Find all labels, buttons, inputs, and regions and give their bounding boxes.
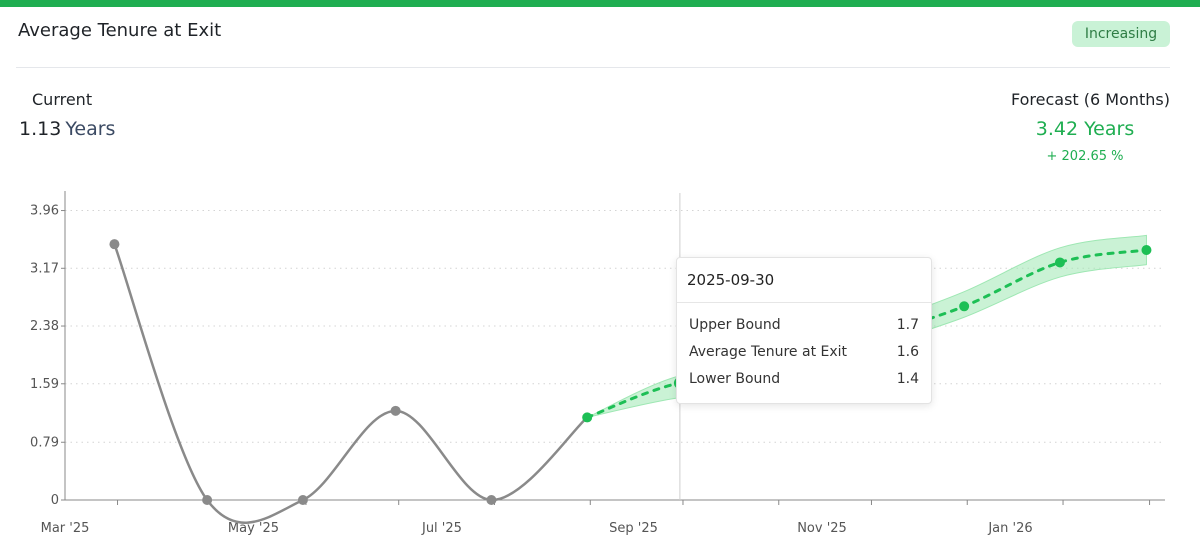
x-tick-label: Jan '26	[987, 521, 1032, 536]
tenure-line-chart[interactable]: 0 0.79 1.59 2.38 3.17 3.96 Mar '25 May '25 Jul '…	[0, 180, 1200, 550]
current-label: Current	[32, 90, 93, 109]
tooltip-value: 1.7	[896, 317, 919, 333]
tooltip-value: 1.6	[896, 344, 919, 360]
y-tick-label: 3.17	[30, 261, 59, 276]
current-value-group: 1.13 Years	[19, 118, 115, 140]
x-tick-label: Nov '25	[797, 521, 847, 536]
forecast-value: 3.42 Years	[1035, 118, 1135, 140]
y-tick-label: 0.79	[30, 435, 59, 450]
card-title: Average Tenure at Exit	[18, 20, 222, 41]
forecast-point	[1141, 245, 1152, 256]
tooltip-label: Upper Bound	[689, 317, 781, 333]
y-tick-label: 0	[51, 493, 59, 508]
y-tick-label: 1.59	[30, 377, 59, 392]
tooltip-row-average: Average Tenure at Exit 1.6	[689, 344, 919, 360]
tooltip-date: 2025-09-30	[677, 258, 931, 303]
chart-tooltip: 2025-09-30 Upper Bound 1.7 Average Tenur…	[676, 257, 932, 404]
trend-badge: Increasing	[1072, 21, 1170, 47]
tooltip-row-lower: Lower Bound 1.4	[689, 371, 919, 387]
historical-point	[109, 239, 120, 250]
top-accent-bar	[0, 0, 1200, 7]
forecast-point	[959, 301, 970, 312]
tooltip-label: Lower Bound	[689, 371, 781, 387]
forecast-change: + 202.65 %	[1046, 149, 1124, 164]
current-value: 1.13	[19, 118, 62, 140]
title-divider	[16, 67, 1170, 68]
x-tick-label: Jul '25	[421, 521, 462, 536]
tooltip-value: 1.4	[896, 371, 919, 387]
y-tick-label: 2.38	[30, 319, 59, 334]
current-unit: Years	[65, 118, 116, 140]
x-tick-label: Sep '25	[609, 521, 658, 536]
x-tick-label: Mar '25	[41, 521, 90, 536]
tooltip-row-upper: Upper Bound 1.7	[689, 317, 919, 333]
forecast-point	[582, 412, 593, 423]
historical-point	[486, 495, 497, 505]
forecast-point	[1054, 257, 1065, 268]
historical-point	[202, 495, 213, 505]
historical-point	[390, 405, 401, 416]
historical-point	[297, 495, 308, 505]
y-tick-label: 3.96	[30, 204, 59, 219]
tooltip-label: Average Tenure at Exit	[689, 344, 848, 360]
x-tick-label: May '25	[228, 521, 279, 536]
forecast-label: Forecast (6 Months)	[1010, 90, 1170, 109]
